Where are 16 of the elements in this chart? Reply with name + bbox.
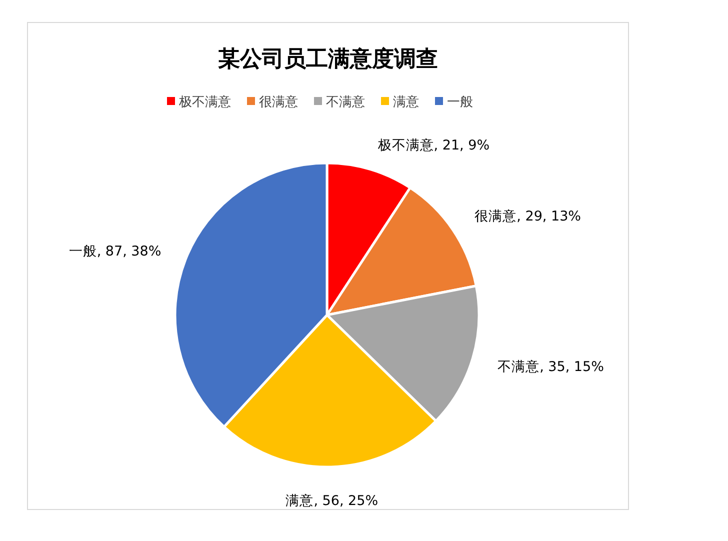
legend-item: 满意 — [381, 95, 419, 110]
legend-item: 很满意 — [247, 95, 298, 110]
legend-item: 极不满意 — [167, 95, 231, 110]
data-label: 满意, 56, 25% — [286, 492, 378, 509]
legend-label: 满意 — [393, 95, 419, 110]
legend-label: 一般 — [447, 95, 473, 110]
data-label: 极不满意, 21, 9% — [376, 137, 490, 154]
legend-item: 不满意 — [314, 95, 365, 110]
data-label: 很满意, 29, 13% — [474, 208, 582, 225]
legend-label: 不满意 — [326, 95, 365, 110]
data-label: 一般, 87, 38% — [68, 243, 162, 260]
legend-label: 极不满意 — [178, 95, 231, 110]
legend-label: 很满意 — [259, 95, 298, 110]
chart-title: 某公司员工满意度调查 — [218, 46, 438, 72]
legend-item: 一般 — [435, 95, 473, 110]
data-label: 不满意, 35, 15% — [498, 358, 604, 375]
